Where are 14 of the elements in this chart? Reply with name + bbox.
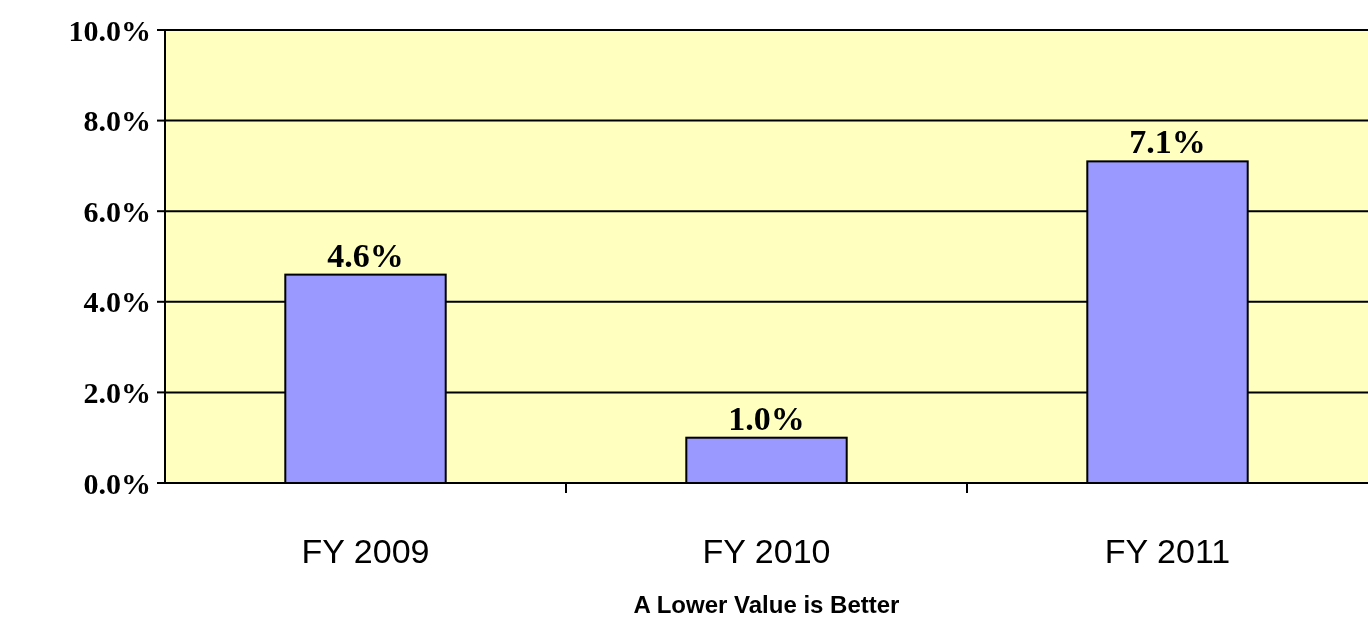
y-tick-label: 8.0% (83, 104, 151, 138)
y-tick-label: 6.0% (83, 194, 151, 228)
y-tick-label: 10.0% (68, 13, 151, 47)
x-axis-title: A Lower Value is Better (633, 591, 900, 618)
y-tick-label: 0.0% (83, 466, 151, 500)
data-label: 4.6% (327, 236, 404, 274)
data-label: 1.0% (728, 399, 805, 437)
data-label: 7.1% (1129, 123, 1206, 161)
y-tick-label: 4.0% (83, 285, 151, 319)
x-tick-label: FY 2011 (1104, 532, 1231, 570)
y-tick-label: 2.0% (83, 375, 151, 409)
x-tick-label: FY 2010 (702, 532, 831, 570)
bar (685, 436, 848, 484)
x-tick-label: FY 2009 (301, 532, 430, 570)
